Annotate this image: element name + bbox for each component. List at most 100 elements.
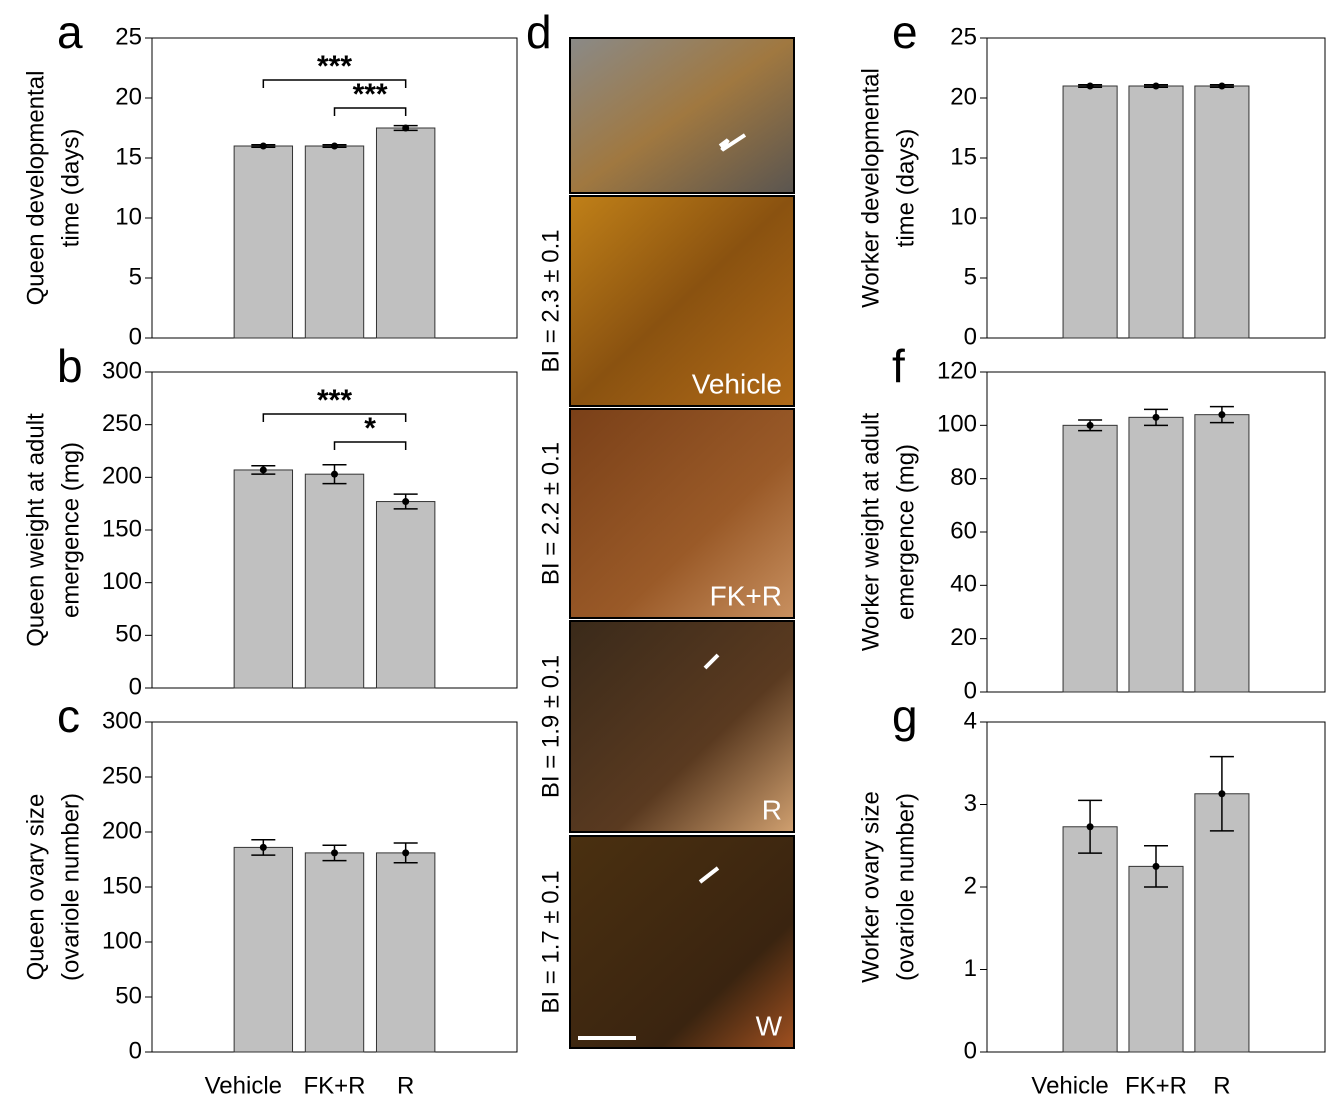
y-tick-label: 40 bbox=[950, 571, 977, 598]
y-tick-label: 15 bbox=[950, 143, 977, 170]
panel-letter: a bbox=[57, 6, 83, 58]
x-tick-label: R bbox=[397, 1072, 414, 1099]
y-tick-label: 0 bbox=[964, 323, 977, 350]
bar bbox=[304, 852, 365, 1053]
significance-label: *** bbox=[353, 78, 388, 111]
photo-label: W bbox=[756, 1010, 783, 1041]
brightness-index: BI = 2.3 ± 0.1 bbox=[537, 229, 564, 372]
mean-dot bbox=[1086, 823, 1094, 831]
panel-letter: d bbox=[526, 6, 552, 58]
y-tick-label: 0 bbox=[964, 1037, 977, 1064]
y-tick-label: 100 bbox=[102, 568, 142, 595]
y-axis-label: time (days) bbox=[892, 129, 919, 248]
significance-bracket bbox=[262, 413, 407, 422]
photo bbox=[569, 835, 795, 1049]
mean-dot bbox=[1086, 82, 1094, 90]
bar bbox=[1194, 414, 1250, 693]
mean-dot bbox=[331, 142, 338, 150]
x-tick-label: FK+R bbox=[1125, 1072, 1187, 1099]
photo-label: R bbox=[762, 794, 782, 825]
significance-label: *** bbox=[317, 50, 352, 83]
panel-letter: c bbox=[57, 690, 80, 742]
y-axis-label: Worker developmental bbox=[857, 68, 884, 308]
photo bbox=[569, 37, 795, 194]
y-tick-label: 60 bbox=[950, 517, 977, 544]
significance-bracket bbox=[333, 441, 407, 450]
y-axis-label: Queen developmental bbox=[22, 71, 49, 306]
brightness-index: BI = 2.2 ± 0.1 bbox=[537, 442, 564, 585]
mean-dot bbox=[1152, 82, 1160, 90]
significance-bracket bbox=[333, 107, 407, 116]
mean-dot bbox=[259, 843, 267, 851]
y-tick-label: 5 bbox=[964, 263, 977, 290]
y-axis-label: Queen weight at adult bbox=[22, 413, 49, 647]
y-tick-label: 3 bbox=[964, 790, 977, 817]
bar bbox=[233, 145, 294, 339]
bar bbox=[304, 145, 365, 339]
mean-dot bbox=[402, 124, 410, 132]
y-tick-label: 50 bbox=[115, 982, 142, 1009]
bar bbox=[1062, 424, 1118, 693]
bar bbox=[375, 852, 436, 1053]
bar bbox=[233, 846, 294, 1053]
mean-dot bbox=[331, 849, 338, 857]
y-tick-label: 10 bbox=[950, 203, 977, 230]
y-tick-label: 50 bbox=[115, 621, 142, 648]
y-tick-label: 15 bbox=[115, 143, 142, 170]
y-axis-label: (ovariole number) bbox=[892, 793, 919, 981]
y-tick-label: 250 bbox=[102, 410, 142, 437]
photo-label: FK+R bbox=[710, 580, 782, 611]
mean-dot bbox=[1152, 862, 1160, 870]
y-tick-label: 0 bbox=[129, 323, 142, 350]
x-tick-label: Vehicle bbox=[205, 1072, 282, 1099]
y-tick-label: 0 bbox=[964, 677, 977, 704]
x-tick-label: Vehicle bbox=[1031, 1072, 1108, 1099]
y-tick-label: 20 bbox=[115, 83, 142, 110]
y-axis-label: Worker weight at adult bbox=[857, 413, 884, 652]
y-axis-label: emergence (mg) bbox=[57, 442, 84, 618]
photo-label: Vehicle bbox=[692, 368, 782, 399]
mean-dot bbox=[402, 498, 410, 506]
y-tick-label: 1 bbox=[964, 955, 977, 982]
mean-dot bbox=[331, 470, 338, 478]
y-tick-label: 200 bbox=[102, 817, 142, 844]
mean-dot bbox=[1152, 413, 1160, 421]
x-tick-label: FK+R bbox=[303, 1072, 365, 1099]
bar bbox=[233, 469, 294, 689]
y-tick-label: 0 bbox=[129, 1037, 142, 1064]
y-tick-label: 100 bbox=[102, 927, 142, 954]
y-axis-label: emergence (mg) bbox=[892, 444, 919, 620]
y-tick-label: 300 bbox=[102, 707, 142, 734]
bar bbox=[1128, 85, 1184, 339]
photo bbox=[569, 408, 795, 619]
bar bbox=[1062, 826, 1118, 1053]
panel-letter: g bbox=[892, 690, 918, 742]
y-tick-label: 100 bbox=[937, 411, 977, 438]
mean-dot bbox=[1218, 82, 1226, 90]
y-tick-label: 120 bbox=[937, 357, 977, 384]
y-tick-label: 20 bbox=[950, 83, 977, 110]
y-tick-label: 10 bbox=[115, 203, 142, 230]
y-tick-label: 250 bbox=[102, 762, 142, 789]
y-tick-label: 5 bbox=[129, 263, 142, 290]
panel-letter: b bbox=[57, 340, 83, 392]
y-tick-label: 200 bbox=[102, 463, 142, 490]
arrow bbox=[718, 133, 747, 152]
significance-label: *** bbox=[317, 384, 352, 417]
y-tick-label: 80 bbox=[950, 464, 977, 491]
significance-bracket bbox=[262, 79, 407, 88]
y-tick-label: 300 bbox=[102, 357, 142, 384]
mean-dot bbox=[402, 849, 410, 857]
panel-letter: f bbox=[892, 340, 905, 392]
y-tick-label: 20 bbox=[950, 624, 977, 651]
photo bbox=[569, 195, 795, 407]
arrow bbox=[698, 866, 720, 884]
y-tick-label: 2 bbox=[964, 872, 977, 899]
mean-dot bbox=[259, 142, 267, 150]
y-axis-label: Worker ovary size bbox=[857, 791, 884, 983]
y-tick-label: 150 bbox=[102, 872, 142, 899]
bar bbox=[1194, 85, 1250, 339]
significance-label: * bbox=[364, 412, 376, 445]
mean-dot bbox=[259, 466, 267, 474]
